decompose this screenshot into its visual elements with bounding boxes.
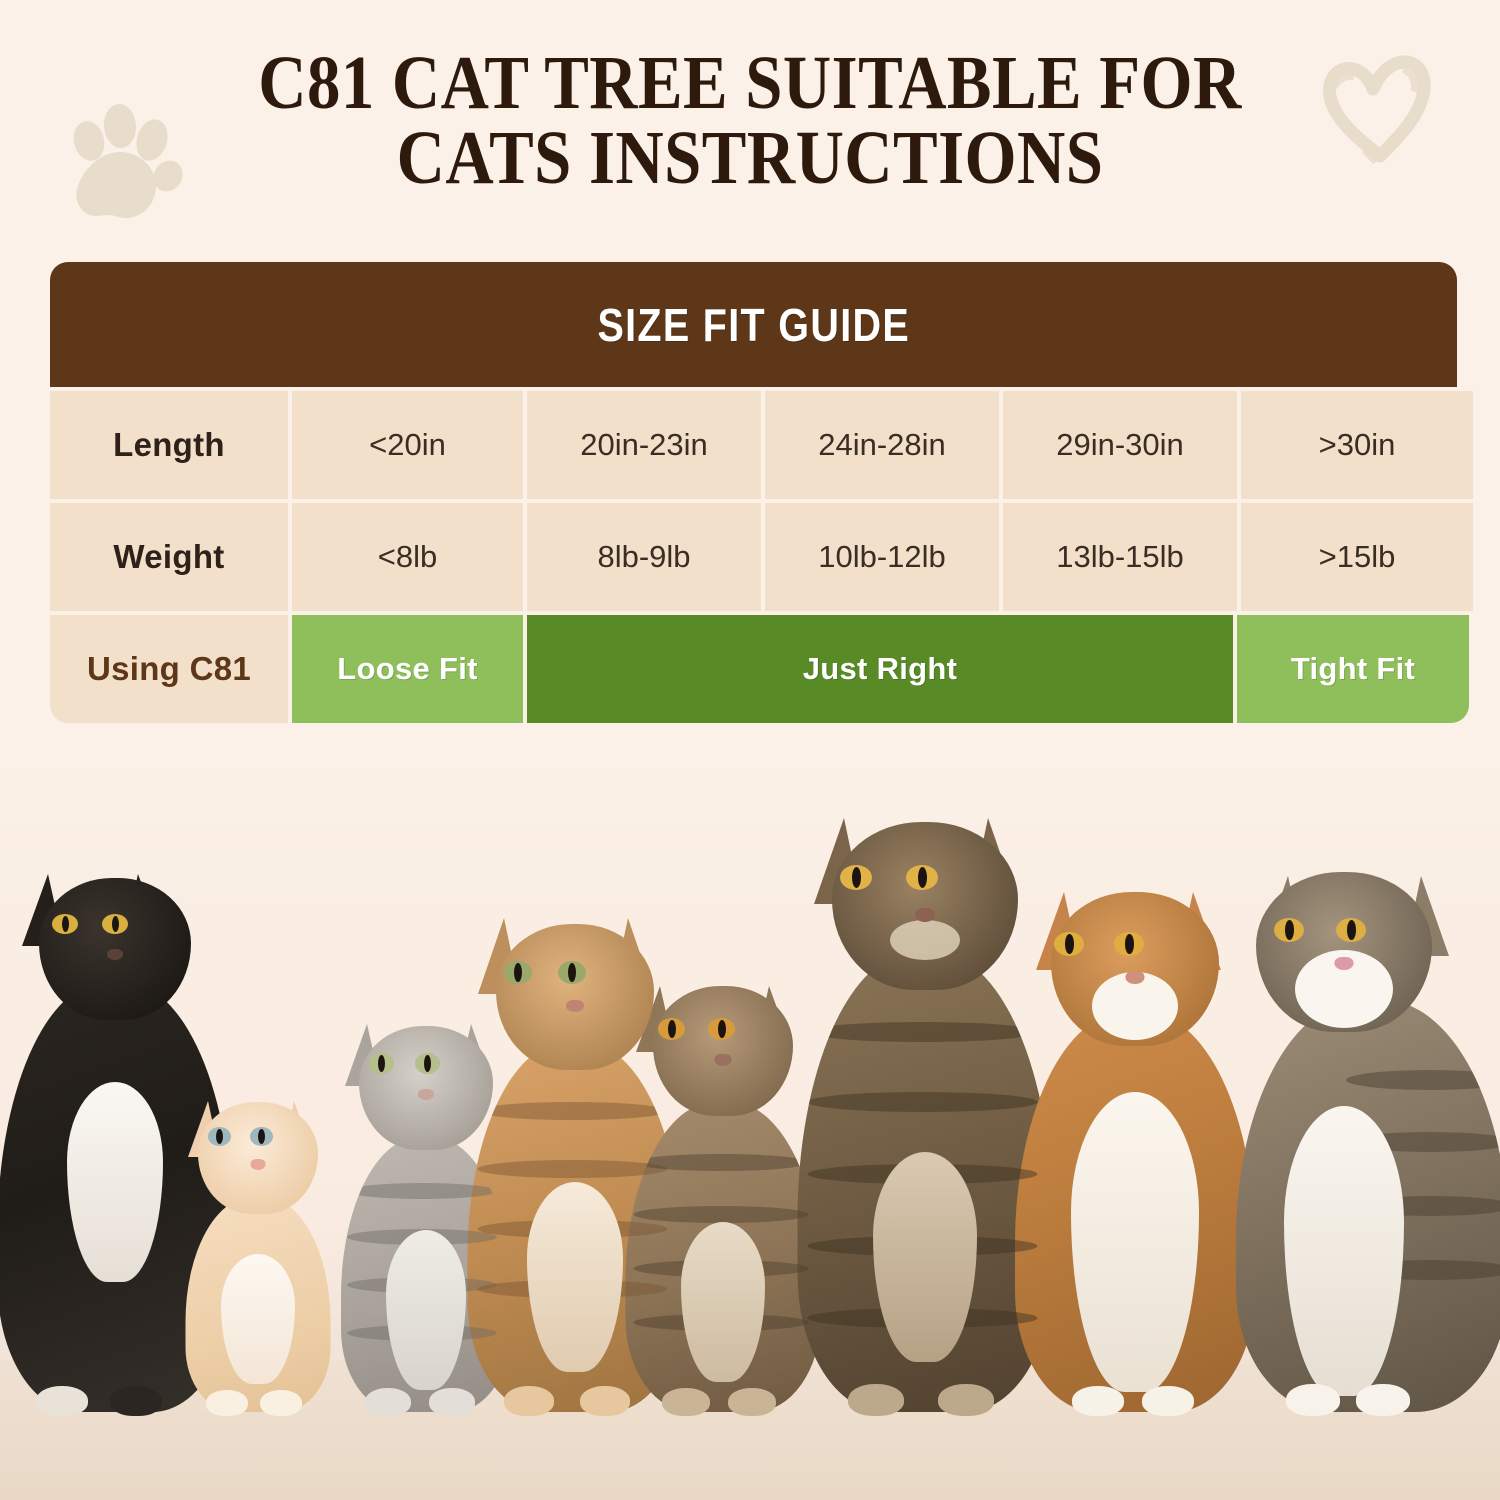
paw-print-icon: [73, 104, 183, 219]
cell-weight-2: 8lb-9lb: [527, 503, 761, 611]
cell-weight-4: 13lb-15lb: [1003, 503, 1237, 611]
row-label-weight: Weight: [50, 503, 288, 611]
cat-orange-and-white: [1010, 852, 1260, 1416]
cell-weight-1: <8lb: [292, 503, 523, 611]
title-line-2: CATS INSTRUCTIONS: [396, 116, 1104, 201]
fit-segment-loose: Loose Fit: [292, 615, 523, 723]
title-line-1: C81 CAT TREE SUITABLE FOR: [258, 41, 1242, 125]
size-fit-guide-table: SIZE FIT GUIDE Length <20in 20in-23in 24…: [50, 262, 1473, 723]
cell-weight-3: 10lb-12lb: [765, 503, 999, 611]
cat-grey-tabby-kitten: [333, 992, 518, 1416]
page-header: C81 CAT TREE SUITABLE FOR CATS INSTRUCTI…: [0, 0, 1500, 250]
fit-segment-tight: Tight Fit: [1237, 615, 1469, 723]
table-row-weight: Weight <8lb 8lb-9lb 10lb-12lb 13lb-15lb …: [50, 503, 1473, 611]
cats-row-photo: [0, 770, 1500, 1500]
cell-length-3: 24in-28in: [765, 391, 999, 499]
table-row-fit: Using C81 Loose Fit Just Right Tight Fit: [50, 615, 1469, 723]
fit-segment-just-right: Just Right: [527, 615, 1233, 723]
cat-large-brown-maine-coon: [790, 772, 1060, 1416]
cat-brown-tabby: [620, 952, 825, 1416]
cell-length-5: >30in: [1241, 391, 1473, 499]
row-label-text: Length: [113, 426, 225, 463]
row-label-text: Using C81: [86, 650, 252, 687]
cell-length-4: 29in-30in: [1003, 391, 1237, 499]
row-label-text: Weight: [113, 538, 225, 575]
cell-length-2: 20in-23in: [527, 391, 761, 499]
cat-cream-orange-kitten: [178, 1087, 338, 1416]
heart-icon: [1323, 55, 1431, 164]
cell-weight-5: >15lb: [1241, 503, 1473, 611]
table-row-length: Length <20in 20in-23in 24in-28in 29in-30…: [50, 391, 1473, 499]
row-label-length: Length: [50, 391, 288, 499]
row-label-using-c81: Using C81: [50, 615, 288, 723]
guide-heading: SIZE FIT GUIDE: [597, 298, 910, 351]
cat-orange-longhair-tabby: [460, 882, 690, 1416]
guide-header-bar: SIZE FIT GUIDE: [50, 262, 1457, 387]
page-title: C81 CAT TREE SUITABLE FOR CATS INSTRUCTI…: [0, 41, 1500, 201]
cat-black-and-white-tuxedo: [0, 842, 240, 1416]
cat-grey-tabby-and-white: [1232, 837, 1500, 1416]
cell-length-1: <20in: [292, 391, 523, 499]
